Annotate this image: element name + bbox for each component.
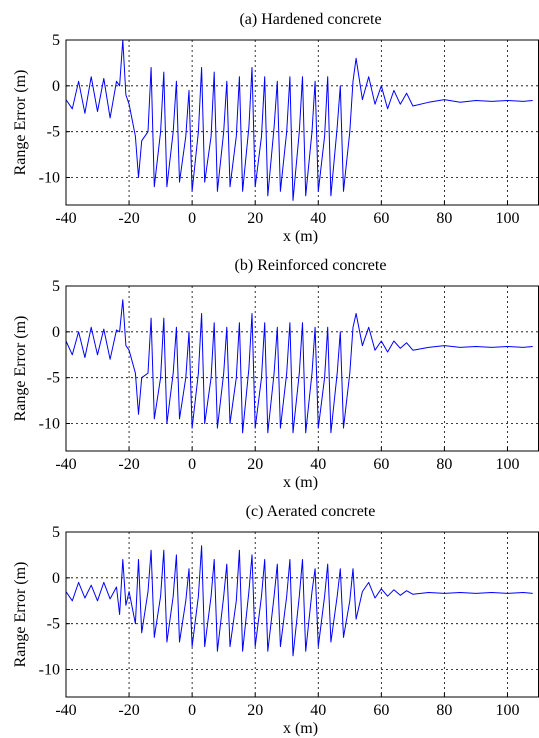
y-tick-label: -10	[39, 662, 60, 679]
plot-frame	[65, 39, 539, 206]
y-axis-label: Range Error (m)	[12, 316, 29, 422]
x-tick-label: -40	[55, 702, 76, 719]
range-error-series	[65, 545, 533, 657]
x-axis-label: x (m)	[283, 720, 318, 737]
y-tick-label: 0	[52, 78, 60, 95]
y-tick-label: 5	[52, 524, 60, 541]
chart-title: (a) Hardened concrete	[239, 11, 381, 28]
x-tick-label: 20	[247, 210, 263, 227]
x-tick-label: 0	[188, 210, 196, 227]
x-tick-label: 40	[310, 702, 326, 719]
x-tick-label: 20	[247, 456, 263, 473]
x-tick-label: 60	[373, 456, 389, 473]
y-tick-label: 5	[52, 278, 60, 295]
chart-panel-b: (b) Reinforced concrete -40 -20 0 20 40 60 80 10…	[0, 246, 539, 492]
plot-frame	[65, 285, 539, 452]
y-axis-label: Range Error (m)	[12, 562, 29, 668]
x-tick-label: 80	[436, 210, 452, 227]
x-tick-label: 100	[495, 456, 519, 473]
chart-panel-a: (a) Hardened concrete -40 -20 0 20 40 60 80 100 5…	[0, 0, 539, 246]
y-tick-label: -10	[39, 170, 60, 187]
x-tick-label: 0	[188, 702, 196, 719]
chart-title: (b) Reinforced concrete	[235, 257, 387, 274]
x-axis-label: x (m)	[283, 228, 318, 245]
x-tick-label: 100	[495, 210, 519, 227]
x-tick-label: -20	[118, 210, 139, 227]
x-tick-label: 40	[310, 210, 326, 227]
x-tick-label: -40	[55, 210, 76, 227]
chart-title: (c) Aerated concrete	[246, 503, 376, 520]
y-tick-label: 0	[52, 324, 60, 341]
x-tick-label: -20	[118, 702, 139, 719]
x-axis-label: x (m)	[283, 474, 318, 491]
chart-c: (c) Aerated concrete -40 -20 0 20 40 60 80 100 5 0…	[12, 503, 539, 737]
chart-a: (a) Hardened concrete -40 -20 0 20 40 60 80 100 5…	[12, 11, 539, 245]
x-tick-label: 20	[247, 702, 263, 719]
x-tick-label: 60	[373, 210, 389, 227]
y-tick-label: 0	[52, 570, 60, 587]
y-tick-label: -10	[39, 416, 60, 433]
x-tick-label: 80	[436, 456, 452, 473]
chart-b: (b) Reinforced concrete -40 -20 0 20 40 60 80 10…	[12, 257, 539, 491]
y-tick-label: 5	[52, 32, 60, 49]
chart-panel-c: (c) Aerated concrete -40 -20 0 20 40 60 80 100 5 0…	[0, 492, 539, 738]
x-tick-label: 0	[188, 456, 196, 473]
x-tick-label: 80	[436, 702, 452, 719]
x-tick-label: 60	[373, 702, 389, 719]
x-tick-label: 100	[495, 702, 519, 719]
y-tick-label: -5	[47, 616, 60, 633]
plot-frame	[65, 531, 539, 698]
x-tick-label: -20	[118, 456, 139, 473]
x-tick-label: 40	[310, 456, 326, 473]
x-tick-label: -40	[55, 456, 76, 473]
range-error-series	[65, 299, 533, 434]
y-tick-label: -5	[47, 124, 60, 141]
range-error-series	[65, 39, 533, 201]
y-tick-label: -5	[47, 370, 60, 387]
y-axis-label: Range Error (m)	[12, 70, 29, 176]
